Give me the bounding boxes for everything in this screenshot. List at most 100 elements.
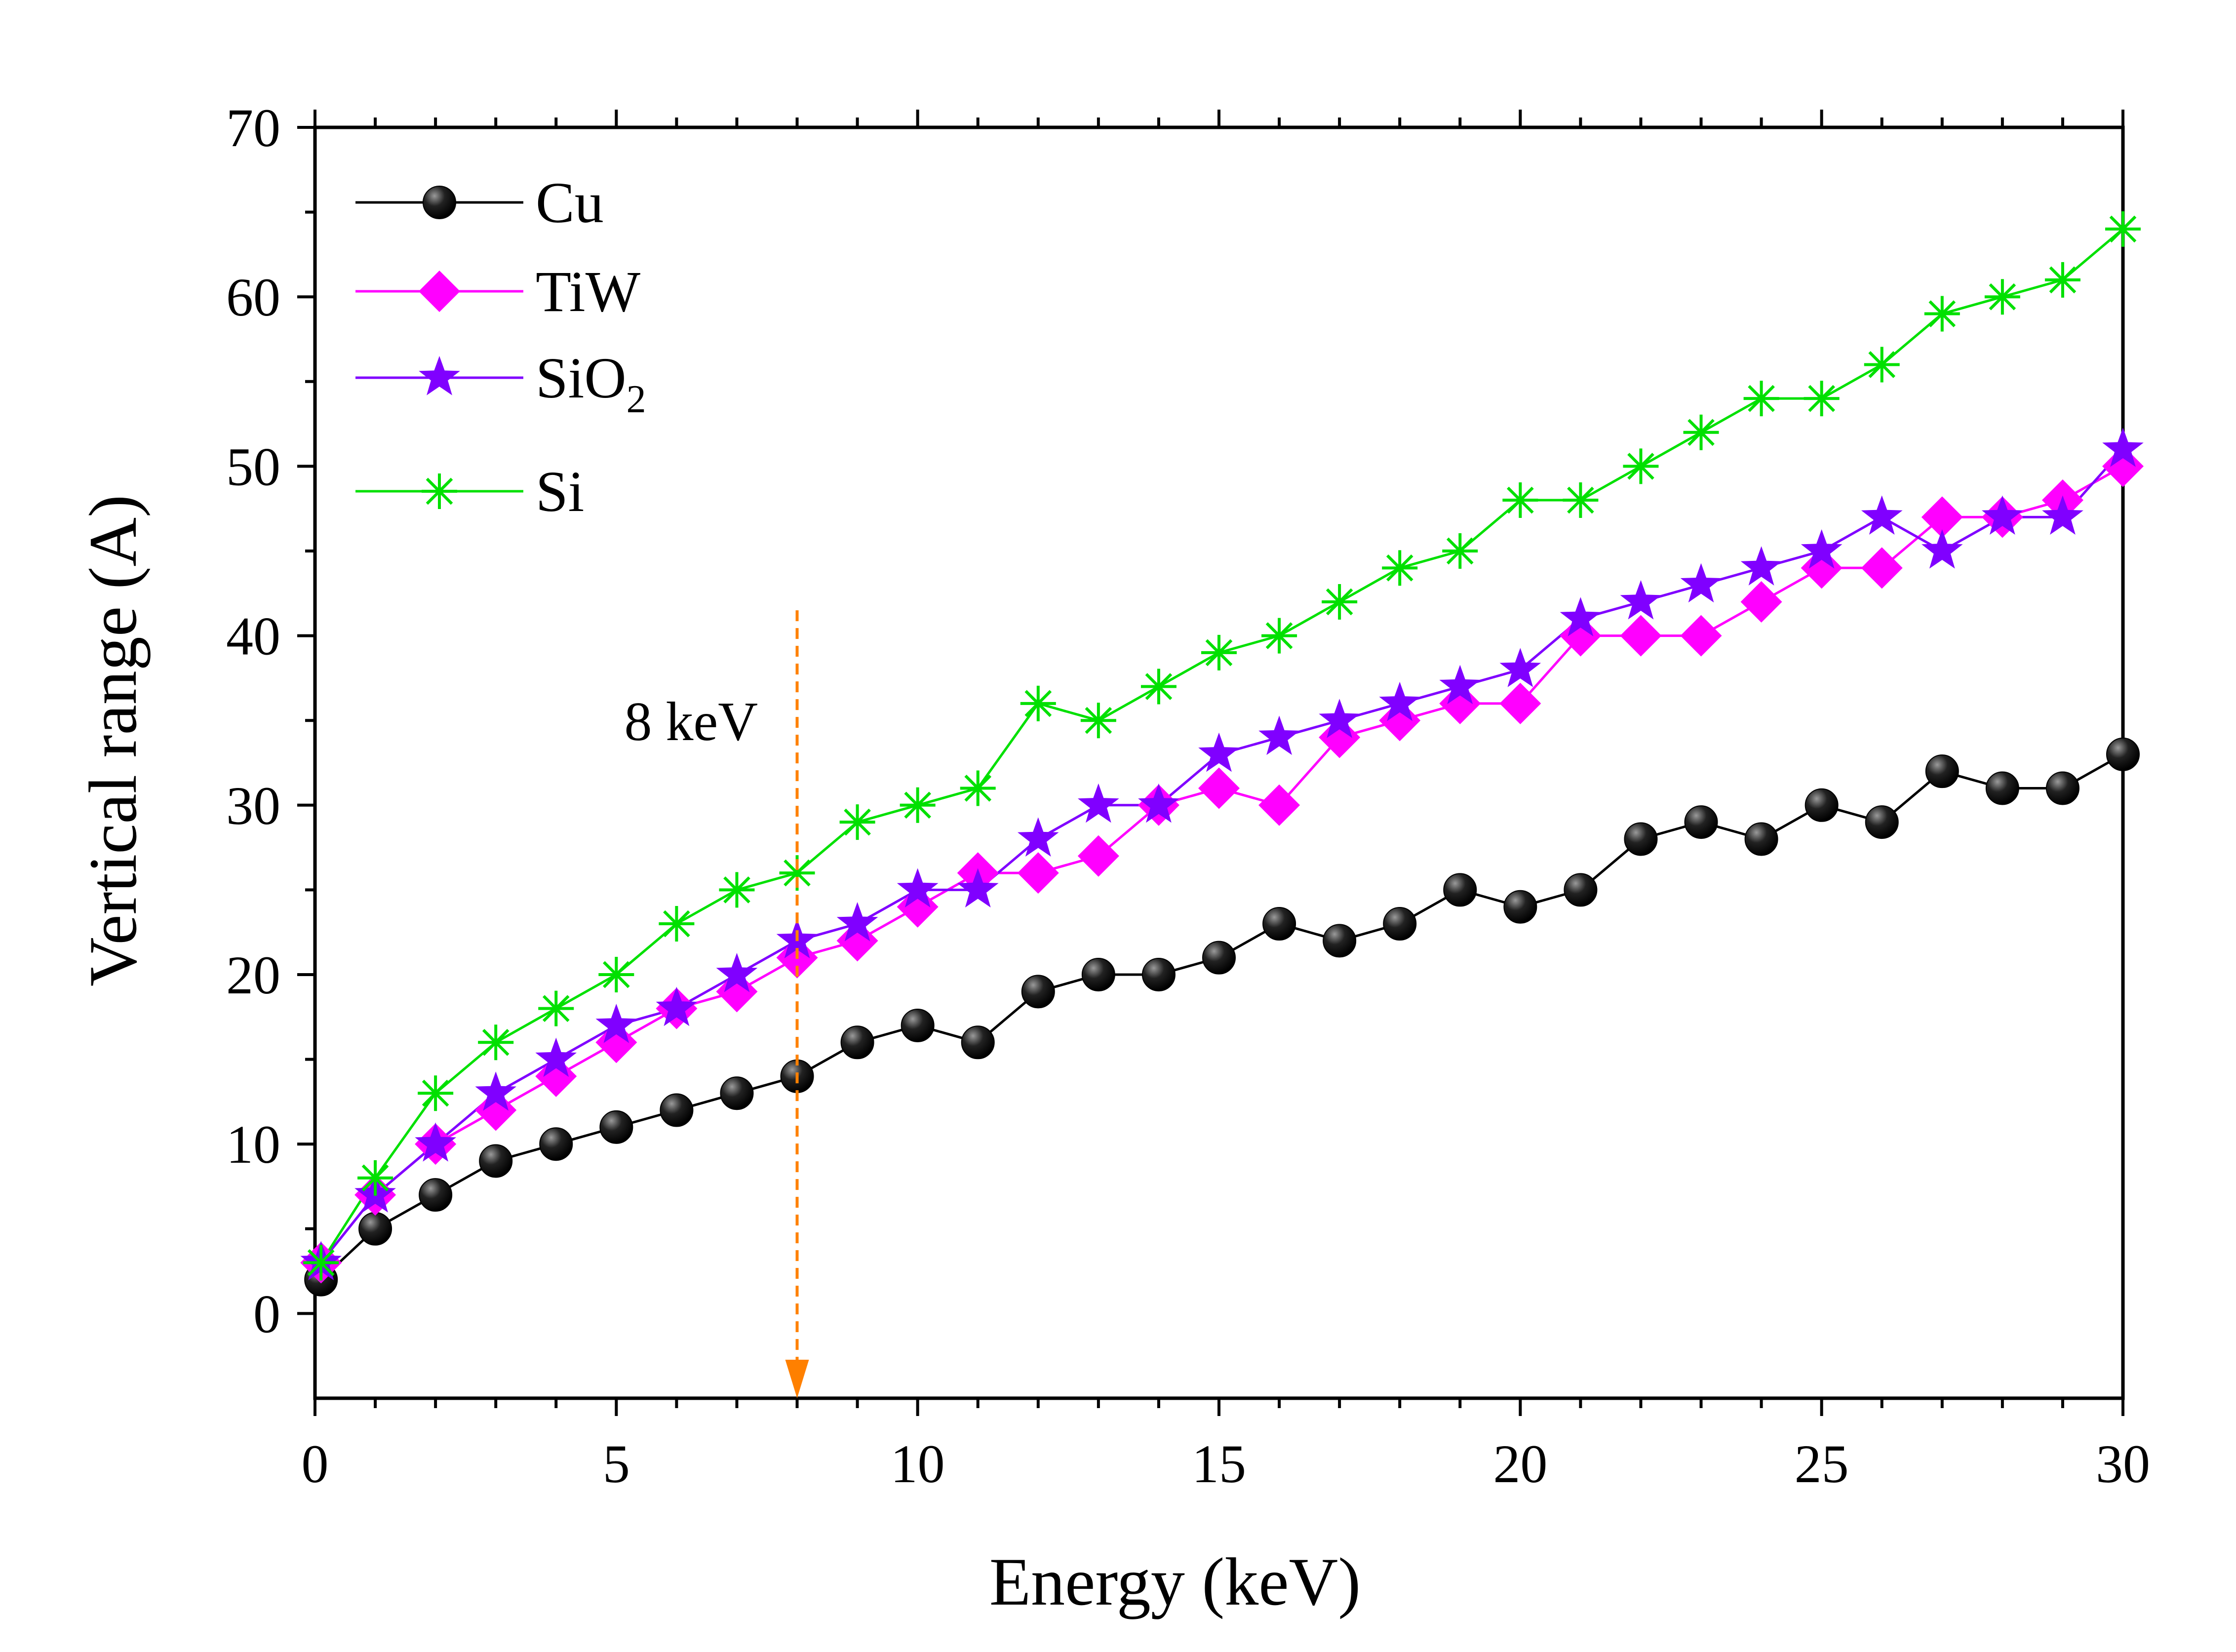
data-point: [1322, 584, 1358, 620]
data-point: [1620, 580, 1662, 620]
data-point: [961, 1025, 995, 1060]
data-point: [1502, 482, 1538, 518]
data-point: [836, 920, 878, 962]
y-tick-label: 30: [226, 776, 280, 836]
data-point: [659, 906, 695, 942]
data-point: [1198, 767, 1240, 809]
data-point: [1925, 754, 1959, 788]
data-point: [1744, 822, 1778, 856]
axes: 0 5 10 15 20 25 30 0 10 20 30 40 50 60 70: [226, 98, 2150, 1494]
data-point: [1499, 648, 1541, 687]
data-point: [2106, 737, 2140, 771]
legend-label: TiW: [536, 259, 641, 324]
y-axis-title: Vertical range (A): [75, 495, 151, 986]
data-point: [419, 1178, 453, 1212]
data-point: [1740, 581, 1782, 623]
data-point: [2042, 495, 2083, 535]
data-point: [599, 1110, 633, 1144]
y-tick-label: 10: [226, 1114, 280, 1175]
data-point: [1141, 958, 1176, 991]
data-point: [720, 1076, 754, 1110]
data-point: [1080, 703, 1116, 739]
x-tick-label: 0: [302, 1434, 329, 1494]
data-point: [1804, 788, 1839, 822]
data-point: [840, 1025, 874, 1060]
data-point: [1683, 414, 1719, 450]
legend-label-main: TiW: [536, 259, 641, 324]
data-point: [1804, 381, 1840, 417]
data-point: [1743, 381, 1779, 417]
data-point: [1442, 533, 1478, 569]
annotation-layer: 8 keV: [625, 610, 809, 1398]
data-point: [2105, 211, 2141, 247]
legend-label-main: Si: [536, 459, 584, 524]
data-point: [1077, 835, 1119, 877]
y-tick-label: 20: [226, 945, 280, 1005]
data-point: [1985, 771, 2019, 805]
data-point: [719, 872, 755, 908]
data-point: [1439, 682, 1481, 724]
data-point: [1443, 873, 1477, 907]
data-point: [660, 1093, 694, 1127]
data-point: [1198, 732, 1240, 772]
series-markers-cu: [304, 737, 2140, 1297]
data-point: [2044, 262, 2080, 298]
data-point: [1861, 495, 1903, 535]
data-point: [957, 868, 999, 907]
data-point: [595, 1022, 637, 1063]
legend-marker: [423, 186, 456, 219]
x-tick-label: 10: [891, 1434, 945, 1494]
data-point: [1382, 550, 1418, 586]
data-point: [1138, 783, 1179, 823]
data-point: [1801, 529, 1843, 569]
x-tick-label: 30: [2096, 1434, 2150, 1494]
data-point: [598, 957, 634, 992]
data-point: [1623, 448, 1659, 484]
data-point: [1560, 597, 1602, 636]
data-point: [357, 1160, 393, 1196]
data-point: [1379, 681, 1420, 721]
data-point: [478, 1024, 514, 1061]
data-point: [2102, 428, 2144, 467]
data-point: [358, 1212, 392, 1246]
data-point: [1801, 547, 1843, 589]
data-point: [1864, 347, 1900, 383]
data-point: [1202, 941, 1236, 975]
data-point: [656, 986, 698, 1026]
data-point: [1319, 699, 1360, 738]
legend-label-subscript: 2: [627, 378, 646, 421]
data-point: [1563, 482, 1599, 518]
legend-item-cu: Cu: [355, 170, 604, 235]
data-point: [1624, 822, 1658, 856]
annotation-label: 8 keV: [625, 691, 758, 752]
data-point: [535, 1055, 577, 1097]
y-tick-label: 0: [253, 1284, 280, 1344]
data-point: [1499, 682, 1541, 724]
data-point: [960, 770, 996, 806]
data-point: [1564, 873, 1598, 907]
data-point: [900, 787, 936, 823]
data-point: [897, 886, 939, 928]
data-point: [1984, 279, 2020, 315]
data-point: [1081, 958, 1115, 991]
data-point: [839, 804, 875, 840]
data-point: [1865, 805, 1899, 839]
data-point: [1740, 546, 1782, 586]
data-point: [1684, 805, 1718, 839]
data-point: [1258, 784, 1300, 826]
data-point: [539, 1127, 573, 1161]
data-point: [1021, 975, 1055, 1009]
data-point: [1620, 615, 1662, 657]
data-point: [1680, 615, 1722, 657]
legend-item-tiw: TiW: [355, 259, 641, 324]
data-point: [1503, 890, 1537, 924]
y-tick-label: 40: [226, 606, 280, 667]
data-point: [1383, 907, 1417, 941]
data-point: [1020, 685, 1056, 721]
legend-item-si: Si: [355, 459, 584, 524]
data-point: [1201, 634, 1237, 670]
y-tick-label: 50: [226, 436, 280, 497]
x-tick-label: 15: [1192, 1434, 1246, 1494]
